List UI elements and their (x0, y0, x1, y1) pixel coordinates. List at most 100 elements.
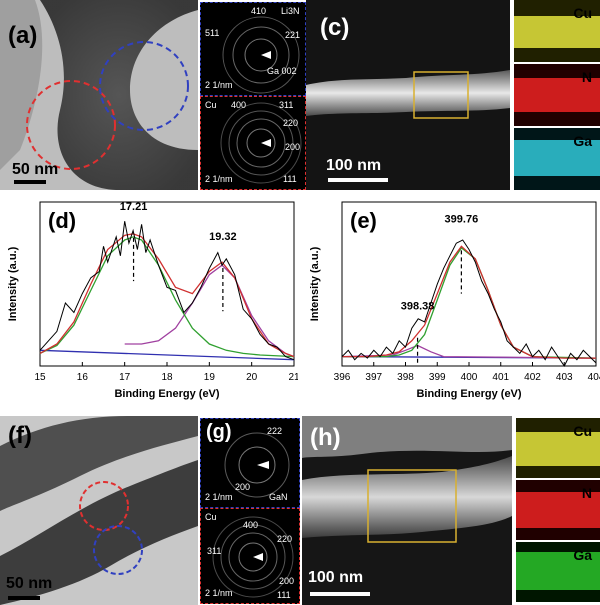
peak-label: 19.32 (209, 231, 237, 243)
map-c-cu-label: Cu (573, 5, 592, 21)
selection-box (413, 71, 469, 119)
map-c-ga-label: Ga (573, 133, 592, 149)
saed-b-bottom-spot-220: 220 (283, 118, 299, 128)
saed-b-bottom-spot-cu: Cu (205, 100, 217, 110)
series-peak2 (124, 264, 295, 358)
peak-label: 398.38 (401, 301, 435, 313)
saed-g-bottom-scale: 2 1/nm (205, 588, 233, 598)
x-tick-label: 403 (556, 372, 573, 383)
y-axis-label: Intensity (a.u.) (309, 246, 321, 321)
panel-label: (d) (48, 208, 76, 233)
saed-g-bottom-spot-220: 220 (277, 534, 293, 544)
x-tick-label: 19 (204, 372, 216, 383)
chart-d-xps-ga3d: 15 16 17 18 19 20 21 Binding Energy (eV) Intensi… (7, 201, 298, 400)
x-axis-label: Binding Energy (eV) (114, 388, 219, 400)
panel-label-b: (b) (208, 5, 234, 27)
scale-label-h: 100 nm (308, 569, 364, 586)
blue-dashed-circle (99, 41, 189, 131)
x-tick-label: 17 (119, 372, 131, 383)
map-c-n: N (514, 64, 600, 126)
series-envelope (39, 233, 295, 358)
series-background (39, 349, 295, 361)
scale-label-f: 50 nm (6, 575, 53, 592)
blue-dashed-circle-f (93, 525, 143, 575)
saed-g-top-spot-222: 222 (267, 426, 283, 436)
x-tick-label: 16 (77, 372, 89, 383)
saed-g-top-spot-gan: GaN (269, 492, 288, 502)
saed-g-bottom-spot-400: 400 (243, 520, 259, 530)
saed-b-top-spot-li3n: Li3N (281, 6, 300, 16)
map-c-ga: Ga (514, 128, 600, 190)
panel-g-saed-bottom: Cu 400 220 311 200 111 2 1/nm (200, 508, 300, 604)
saed-g-top-spot-200: 200 (235, 482, 251, 492)
saed-b-bottom-spot-311: 311 (279, 100, 294, 110)
map-h-n-label: N (581, 485, 592, 501)
scale-bar-a (14, 180, 46, 184)
x-tick-label: 21 (288, 372, 298, 383)
selection-box-h (367, 469, 457, 543)
saed-b-top-spot-511: 511 (205, 28, 220, 38)
panel-h-haadf-image: (h) 100 nm (302, 416, 512, 605)
series-raw (341, 239, 597, 367)
panel-f-tem-image: (f) 50 nm (0, 416, 198, 605)
x-axis-label: Binding Energy (eV) (416, 388, 521, 400)
panel-g-saed-top: 222 200 GaN 2 1/nm (200, 418, 300, 508)
x-tick-label: 398 (397, 372, 414, 383)
saed-b-bottom-scale: 2 1/nm (205, 174, 233, 184)
series-peak1 (39, 236, 295, 358)
x-tick-label: 396 (334, 372, 351, 383)
red-dashed-circle (26, 80, 116, 170)
x-tick-label: 402 (524, 372, 541, 383)
tem-image-a (0, 0, 198, 190)
panel-c-haadf-image: (c) 100 nm (306, 0, 510, 190)
saed-g-bottom-spot-cu: Cu (205, 512, 217, 522)
saed-b-bottom-spot-111: 111 (283, 174, 297, 184)
scale-label-c: 100 nm (326, 157, 382, 174)
saed-b-bottom-spot-200: 200 (285, 142, 301, 152)
chart-e-xps-n1s: 396 397 398 399 400 401 402 403 404 Binding Energ… (309, 201, 600, 400)
peak-label: 17.21 (120, 201, 148, 213)
x-tick-label: 401 (492, 372, 509, 383)
series-raw (39, 221, 295, 361)
x-tick-label: 397 (365, 372, 382, 383)
map-h-ga-label: Ga (573, 547, 592, 563)
saed-b-top-scale: 2 1/nm (205, 80, 233, 90)
panel-label-h: (h) (310, 424, 341, 451)
saed-g-bottom-spot-111: 111 (277, 590, 291, 600)
red-dashed-circle-f (79, 481, 129, 531)
panel-label-c: (c) (320, 14, 350, 41)
x-tick-label: 400 (461, 372, 478, 383)
peak-label: 399.76 (445, 213, 479, 225)
saed-g-bottom-spot-200: 200 (279, 576, 295, 586)
panel-b-saed-top: 410 511 Li3N 221 Ga 002 2 1/nm (200, 2, 306, 96)
scale-bar-c (328, 178, 388, 182)
map-h-cu: Cu (516, 418, 600, 478)
saed-b-bottom-spot-400: 400 (231, 100, 247, 110)
scale-bar-f (8, 596, 40, 600)
panel-label-g: (g) (206, 421, 232, 443)
scale-bar-h (310, 592, 370, 596)
map-c-n-label: N (581, 69, 592, 85)
panel-label: (e) (350, 208, 377, 233)
saed-b-top-spot-221: 221 (285, 30, 301, 40)
panel-a-tem-image: (a) 50 nm (0, 0, 198, 190)
panel-label-a: (a) (8, 22, 38, 49)
x-tick-label: 399 (429, 372, 446, 383)
y-axis-label: Intensity (a.u.) (7, 246, 19, 321)
map-h-n: N (516, 480, 600, 540)
panel-b-saed-bottom: Cu 400 311 220 200 111 2 1/nm (200, 96, 306, 190)
x-tick-label: 18 (161, 372, 173, 383)
scale-label-a: 50 nm (12, 161, 59, 178)
saed-b-top-spot-ga002: Ga 002 (267, 66, 297, 76)
x-tick-label: 15 (34, 372, 46, 383)
saed-g-bottom-spot-311: 311 (207, 546, 222, 556)
plot-frame (341, 201, 597, 367)
panel-label-f: (f) (8, 422, 32, 449)
x-tick-label: 404 (588, 372, 600, 383)
map-h-ga: Ga (516, 542, 600, 602)
saed-g-top-scale: 2 1/nm (205, 492, 233, 502)
saed-b-top-spot-410: 410 (251, 6, 267, 16)
map-h-cu-label: Cu (573, 423, 592, 439)
x-tick-label: 20 (246, 372, 258, 383)
map-c-cu: Cu (514, 0, 600, 62)
